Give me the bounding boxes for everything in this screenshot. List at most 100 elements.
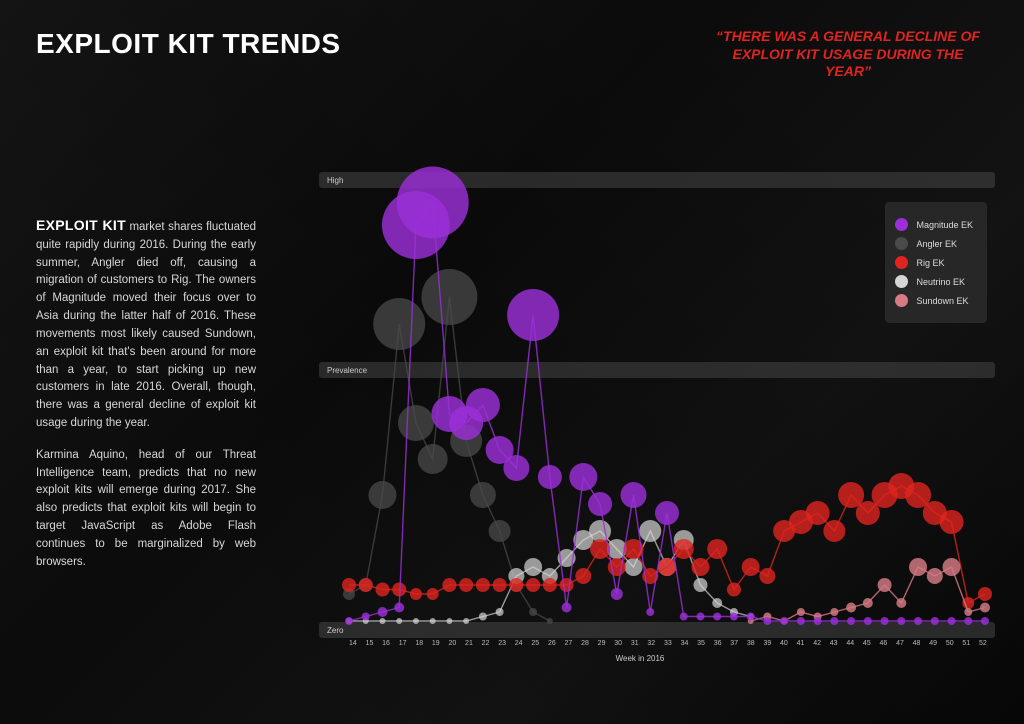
x-tick: 43 [830, 640, 838, 647]
x-tick: 20 [448, 640, 456, 647]
data-point [742, 558, 760, 576]
legend-label: Magnitude EK [916, 220, 973, 230]
data-point [410, 588, 422, 600]
data-point [459, 578, 473, 592]
data-point [575, 568, 591, 584]
data-point [562, 603, 572, 613]
data-point [863, 598, 873, 608]
x-tick: 14 [349, 640, 357, 647]
data-point [646, 608, 654, 616]
data-point [927, 568, 943, 584]
x-tick: 51 [962, 640, 970, 647]
lead-word: EXPLOIT KIT [36, 217, 126, 233]
x-tick: 18 [415, 640, 423, 647]
x-tick: 47 [896, 640, 904, 647]
data-point [896, 598, 906, 608]
x-tick: 23 [498, 640, 506, 647]
data-point [524, 558, 542, 576]
data-point [538, 465, 562, 489]
data-point [611, 588, 623, 600]
data-point [964, 617, 972, 625]
x-tick: 28 [581, 640, 589, 647]
x-tick: 34 [681, 640, 689, 647]
data-point [479, 613, 487, 621]
data-point [489, 520, 511, 542]
data-point [413, 618, 419, 624]
data-point [589, 520, 611, 542]
data-point [909, 558, 927, 576]
data-point [377, 607, 387, 617]
data-point [655, 501, 679, 525]
data-point [806, 501, 830, 525]
x-tick: 22 [482, 640, 490, 647]
legend-item: Magnitude EK [895, 218, 973, 231]
data-point [797, 608, 805, 616]
x-tick: 24 [515, 640, 523, 647]
x-tick: 49 [929, 640, 937, 647]
data-point [674, 539, 694, 559]
x-tick: 52 [979, 640, 987, 647]
data-point [543, 578, 557, 592]
x-axis-title: Week in 2016 [285, 654, 995, 663]
x-tick: 45 [863, 640, 871, 647]
x-tick: 32 [647, 640, 655, 647]
x-tick: 17 [399, 640, 407, 647]
data-point [730, 613, 738, 621]
data-point [466, 388, 500, 422]
legend-label: Angler EK [916, 239, 957, 249]
data-point [943, 558, 961, 576]
para1-rest: market shares fluctuated quite rapidly d… [36, 221, 256, 429]
data-point [780, 617, 788, 625]
data-point [823, 520, 845, 542]
x-tick: 21 [465, 640, 473, 647]
data-point [759, 568, 775, 584]
data-point [362, 613, 370, 621]
data-point [713, 613, 721, 621]
x-tick: 42 [813, 640, 821, 647]
legend-swatch [895, 218, 908, 231]
data-point [940, 510, 964, 534]
x-tick: 44 [846, 640, 854, 647]
legend-item: Sundown EK [895, 294, 973, 307]
data-point [658, 558, 676, 576]
legend-swatch [895, 275, 908, 288]
data-point [470, 482, 496, 508]
pull-quote: “THERE WAS A GENERAL DECLINE OF EXPLOIT … [708, 28, 988, 81]
x-tick: 46 [880, 640, 888, 647]
x-tick: 36 [714, 640, 722, 647]
x-tick: 35 [697, 640, 705, 647]
legend-label: Neutrino EK [916, 277, 965, 287]
x-tick: 33 [664, 640, 672, 647]
legend-item: Neutrino EK [895, 275, 973, 288]
data-point [639, 520, 661, 542]
data-point [621, 482, 647, 508]
data-point [442, 578, 456, 592]
data-point [418, 444, 448, 474]
data-point [446, 618, 452, 624]
data-point [529, 608, 537, 616]
data-point [397, 167, 469, 239]
data-point [496, 608, 504, 616]
legend-label: Rig EK [916, 258, 944, 268]
data-point [707, 539, 727, 559]
x-tick: 26 [548, 640, 556, 647]
data-point [560, 578, 574, 592]
data-point [878, 578, 892, 592]
data-point [421, 269, 477, 325]
data-point [978, 587, 992, 601]
chart-legend: Magnitude EK Angler EK Rig EK Neutrino EK Su… [885, 202, 987, 323]
data-point [547, 618, 553, 624]
data-point [345, 617, 353, 625]
x-tick: 16 [382, 640, 390, 647]
legend-label: Sundown EK [916, 296, 968, 306]
data-point [964, 608, 972, 616]
data-point [881, 617, 889, 625]
x-tick-labels: 1415161718192021222324252627282930313233… [349, 640, 987, 647]
data-point [830, 608, 838, 616]
x-tick: 41 [797, 640, 805, 647]
data-point [476, 578, 490, 592]
data-point [625, 558, 643, 576]
data-point [398, 405, 434, 441]
data-point [830, 617, 838, 625]
x-tick: 15 [366, 640, 374, 647]
